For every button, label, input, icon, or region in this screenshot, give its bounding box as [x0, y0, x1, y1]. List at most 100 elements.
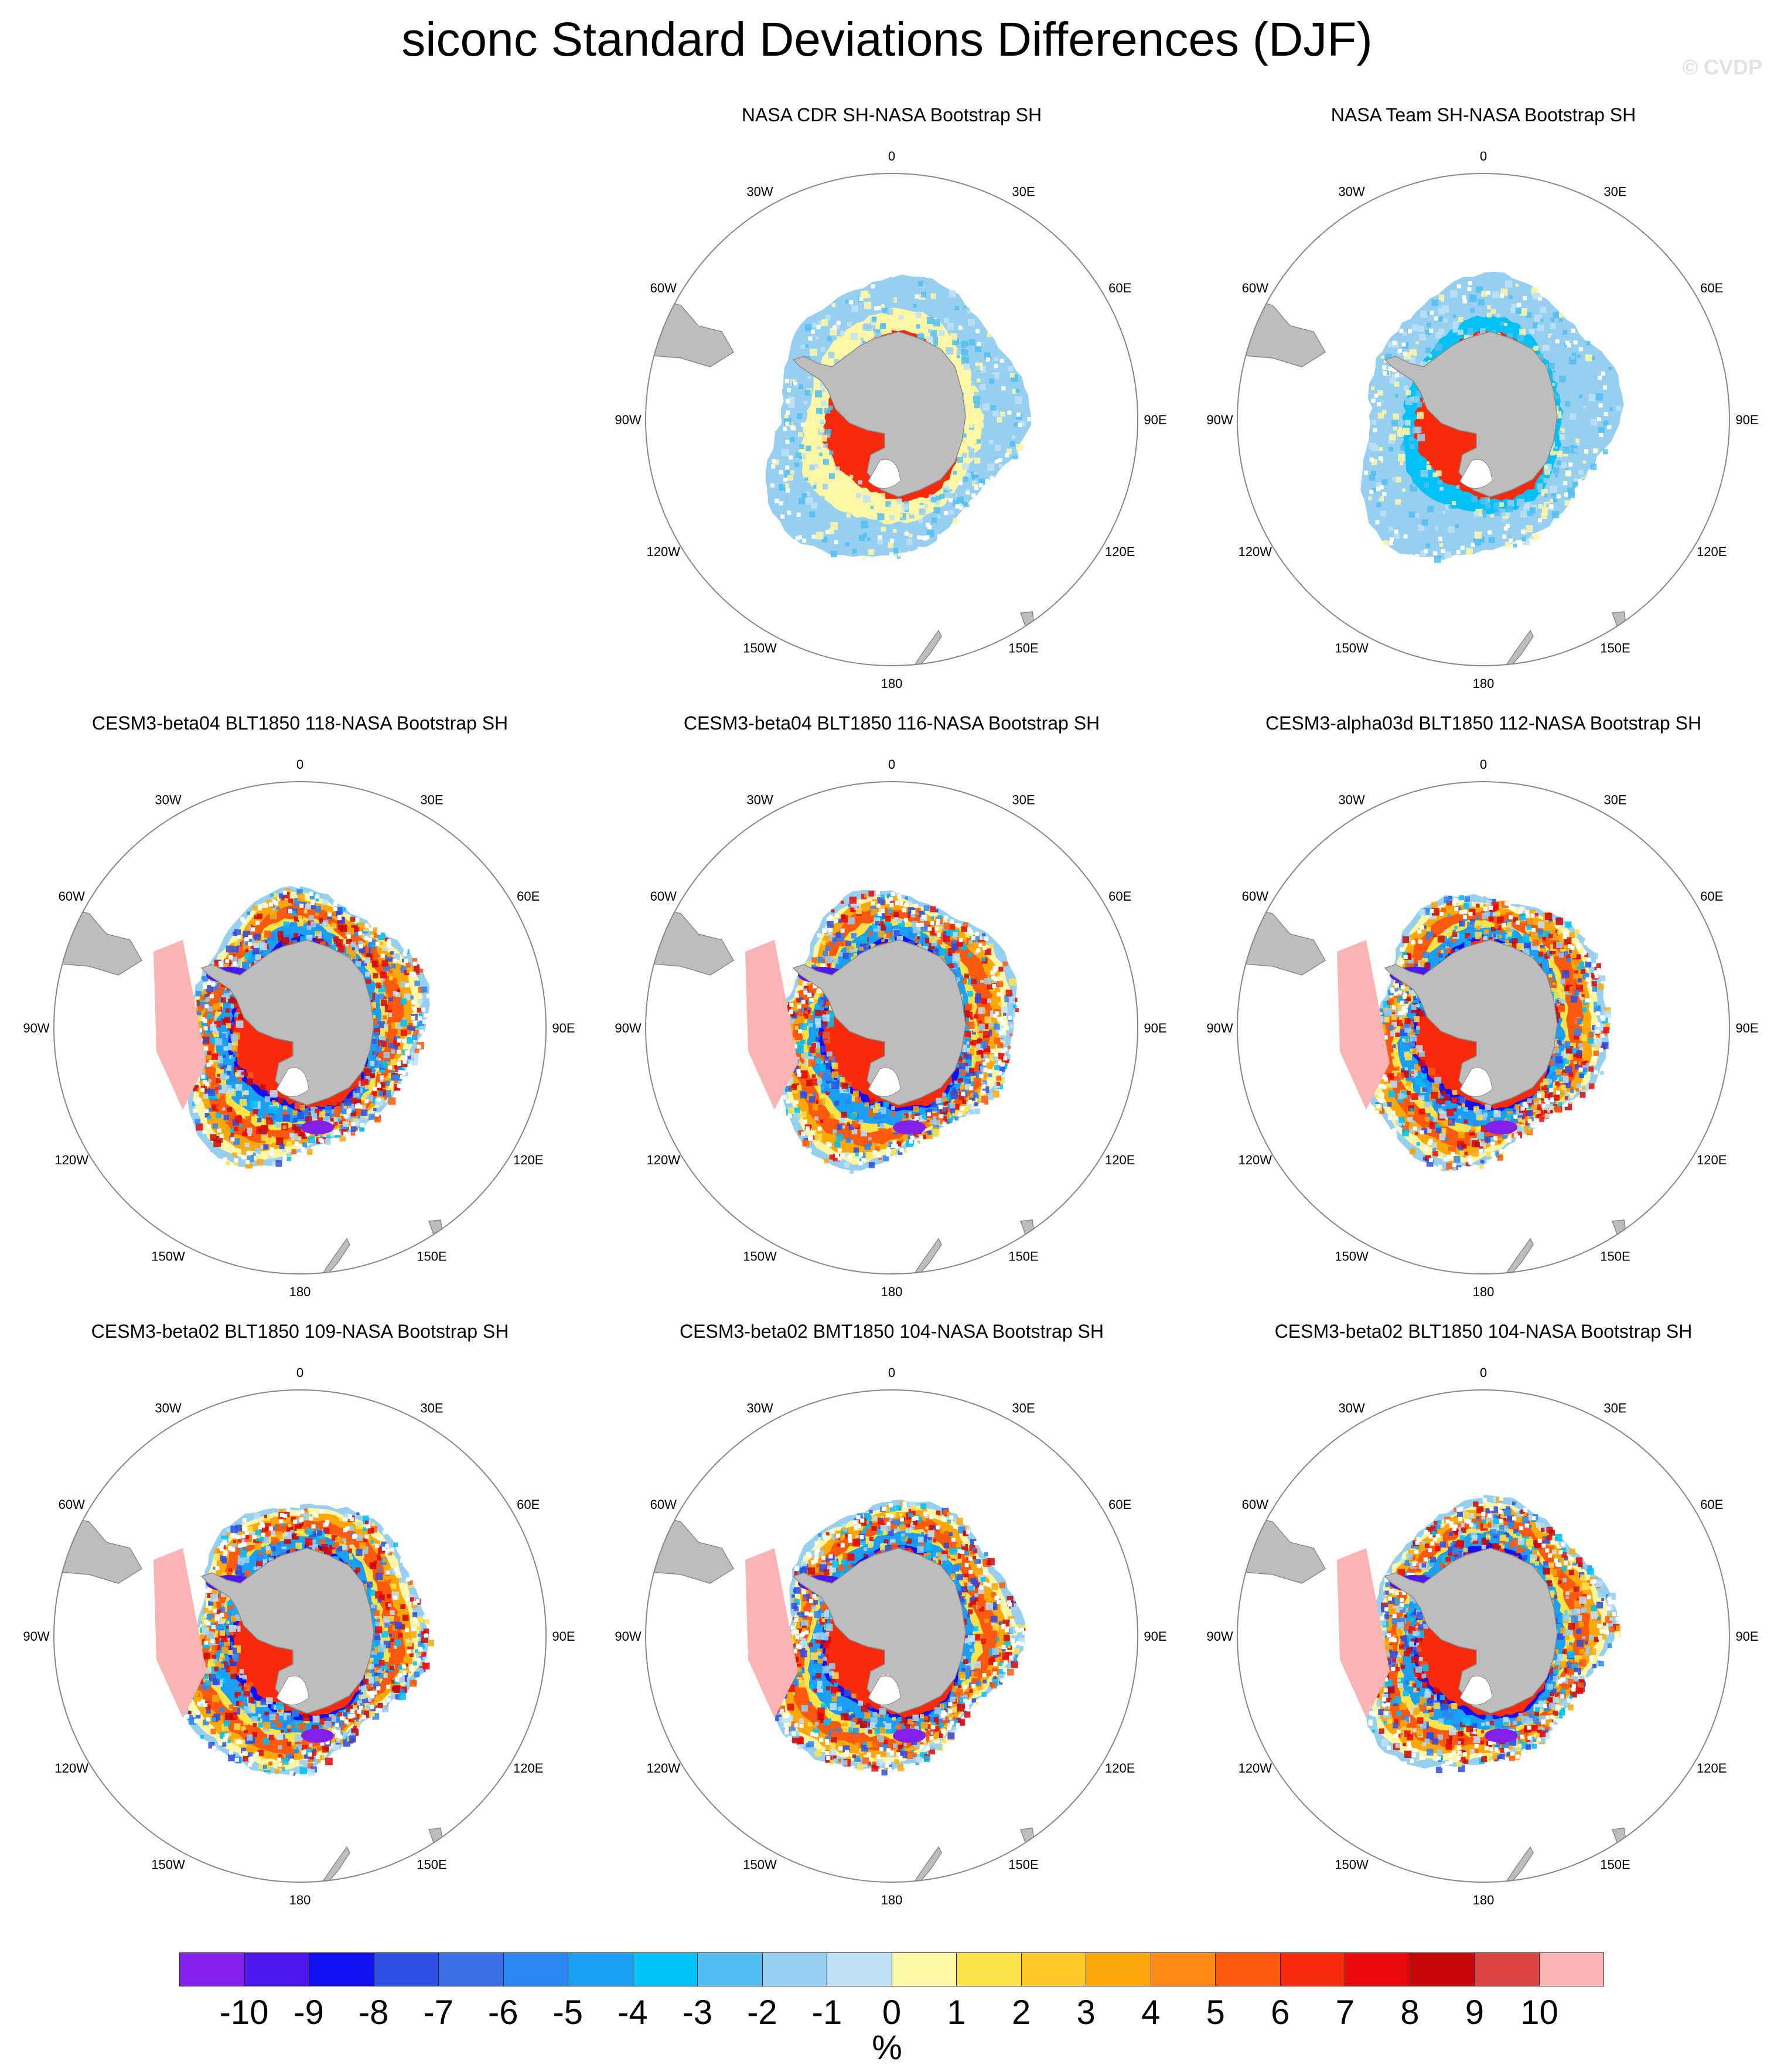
colorbar-tick-label: -1	[811, 1993, 842, 2032]
longitude-label: 180	[881, 676, 903, 689]
map-boundary	[645, 1389, 1138, 1883]
new-zealand-landmass	[903, 629, 942, 666]
low-anomaly-patch	[893, 1729, 926, 1743]
longitude-label: 150W	[1335, 641, 1369, 656]
longitude-label: 90E	[1735, 413, 1758, 427]
map-boundary	[1237, 173, 1730, 666]
colorbar-tick-label: 7	[1335, 1993, 1355, 2032]
longitude-label: 120E	[1697, 1761, 1727, 1775]
longitude-label: 30E	[1012, 792, 1035, 807]
longitude-label: 60E	[1108, 281, 1131, 295]
new-zealand-landmass	[1495, 1238, 1534, 1274]
longitude-label: 120E	[1105, 1761, 1135, 1775]
panel-title: CESM3-alpha03d BLT1850 112-NASA Bootstra…	[1265, 713, 1702, 734]
longitude-label: 90E	[552, 1629, 575, 1644]
map-panel-beta04-118: CESM3-beta04 BLT1850 118-NASA Bootstrap …	[5, 711, 595, 1297]
longitude-label: 90W	[1206, 1629, 1233, 1644]
colorbar-swatch	[1345, 1953, 1410, 1986]
ice-shelf	[276, 1675, 309, 1705]
colorbar-tick-label: -9	[294, 1993, 324, 2032]
colorbar-tick-label: -3	[682, 1993, 713, 2032]
panel-title: CESM3-beta02 BMT1850 104-NASA Bootstrap …	[680, 1321, 1104, 1342]
longitude-label: 150E	[1008, 641, 1038, 656]
longitude-label: 90E	[1144, 413, 1166, 427]
colorbar-tick-label: 1	[947, 1993, 966, 2032]
colorbar-tick-label: -2	[747, 1993, 777, 2032]
new-zealand-landmass	[1495, 629, 1534, 666]
colorbar-swatch	[1021, 1953, 1086, 1986]
map-panel-alpha03d-112: CESM3-alpha03d BLT1850 112-NASA Bootstra…	[1188, 711, 1774, 1297]
longitude-label: 60W	[1242, 281, 1268, 295]
south-america-landmass	[646, 299, 735, 367]
colorbar-swatch	[1539, 1953, 1604, 1986]
longitude-label: 120E	[513, 1761, 543, 1775]
longitude-label: 120W	[1239, 544, 1272, 559]
longitude-label: 30E	[1604, 1400, 1626, 1415]
low-anomaly-patch	[301, 1729, 334, 1743]
longitude-label: 90W	[1206, 413, 1233, 427]
longitude-label: 30W	[155, 1400, 181, 1415]
longitude-label: 180	[1473, 1284, 1495, 1297]
longitude-label: 90E	[1144, 1021, 1166, 1035]
high-anomaly-region	[745, 940, 798, 1110]
colorbar-swatch	[439, 1953, 504, 1986]
longitude-label: 150E	[1600, 1858, 1630, 1872]
panel-title: CESM3-beta02 BLT1850 104-NASA Bootstrap …	[1274, 1321, 1693, 1342]
colorbar-units: %	[872, 2029, 902, 2067]
longitude-label: 60E	[1700, 1497, 1723, 1512]
longitude-label: 30W	[746, 1400, 773, 1415]
longitude-label: 0	[1480, 1365, 1487, 1380]
longitude-label: 150E	[1008, 1249, 1038, 1264]
new-zealand-landmass	[311, 1238, 350, 1274]
longitude-label: 180	[289, 1284, 311, 1297]
antarctica-landmass	[792, 939, 966, 1106]
new-zealand-landmass	[903, 1846, 942, 1882]
longitude-label: 90W	[1206, 1021, 1233, 1035]
map-panel-team: NASA Team SH-NASA Bootstrap SH 0 30E 60E 90…	[1188, 103, 1774, 689]
colorbar-tick-label: 3	[1076, 1993, 1096, 2032]
longitude-label: 120W	[55, 1153, 89, 1167]
antarctica-landmass	[792, 1548, 966, 1714]
tasmania-landmass	[1611, 1828, 1626, 1843]
longitude-label: 30W	[155, 792, 181, 807]
ice-shelf	[1459, 1067, 1493, 1097]
longitude-label: 90E	[1735, 1021, 1758, 1035]
tasmania-landmass	[1611, 1219, 1626, 1235]
panel-title: NASA CDR SH-NASA Bootstrap SH	[741, 104, 1042, 125]
colorbar-tick-label: 6	[1271, 1993, 1290, 2032]
colorbar-tick-label: 4	[1141, 1993, 1161, 2032]
longitude-label: 60E	[517, 1497, 540, 1512]
colorbar-swatch	[762, 1953, 827, 1986]
new-zealand-landmass	[903, 1238, 942, 1274]
panel-title: NASA Team SH-NASA Bootstrap SH	[1330, 104, 1636, 125]
colorbar-swatch	[568, 1953, 633, 1986]
colorbar-swatch	[892, 1953, 957, 1986]
colorbar-swatch	[1475, 1953, 1540, 1986]
low-anomaly-patch	[301, 1120, 334, 1134]
colorbar	[179, 1952, 1604, 1986]
polar-map: 0 30E 60E 90E 120E 150E 180 150W 120W 90W 60W 30W	[23, 1365, 575, 1906]
longitude-label: 180	[1473, 676, 1495, 689]
longitude-label: 90E	[1735, 1629, 1758, 1644]
panel-title: CESM3-beta04 BLT1850 118-NASA Bootstrap …	[91, 713, 509, 734]
high-anomaly-region	[1337, 1548, 1390, 1718]
colorbar-tick-label: 8	[1400, 1993, 1420, 2032]
longitude-label: 60E	[1700, 281, 1723, 295]
south-america-landmass	[1237, 907, 1326, 976]
longitude-label: 0	[888, 1365, 895, 1380]
longitude-label: 180	[881, 1284, 903, 1297]
longitude-label: 150W	[1335, 1249, 1369, 1264]
tasmania-landmass	[1611, 611, 1626, 626]
colorbar-labels: -10 -9 -8 -7 -6 -5 -4 -3 -2 -1 0 1 2 3 4 5 6 7 8 9 10	[179, 1992, 1604, 2039]
longitude-label: 180	[1473, 1893, 1495, 1906]
ice-shelf	[868, 1675, 901, 1705]
ice-shelf	[868, 1067, 901, 1097]
longitude-label: 90W	[615, 1629, 641, 1644]
colorbar-swatch	[1151, 1953, 1216, 1986]
colorbar-tick-label: -7	[423, 1993, 453, 2032]
antarctica-landmass	[200, 1548, 374, 1714]
antarctica-landmass	[1384, 331, 1558, 497]
longitude-label: 60E	[1108, 889, 1131, 904]
longitude-label: 60W	[650, 281, 677, 295]
colorbar-tick-label: 9	[1465, 1993, 1485, 2032]
